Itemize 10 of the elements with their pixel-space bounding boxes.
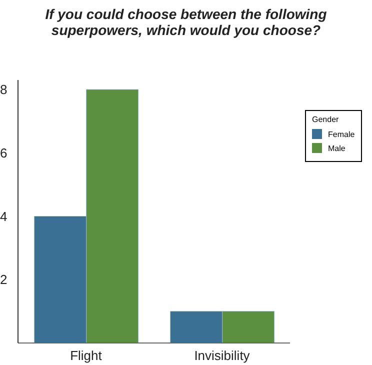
x-tick-label: Flight: [70, 348, 102, 364]
y-tick-label: 6: [0, 145, 8, 160]
x-tick-label: Invisibility: [194, 348, 250, 364]
legend-label: Male: [328, 144, 346, 152]
y-tick-label: 2: [0, 272, 8, 288]
legend-title: Gender: [312, 115, 340, 124]
chart-title: If you could choose between the following superpowers, which would you choose?: [44, 6, 328, 38]
legend-label: Female: [328, 130, 355, 138]
y-tick-label: 4: [0, 208, 8, 224]
y-tick-label: 8: [0, 82, 8, 98]
